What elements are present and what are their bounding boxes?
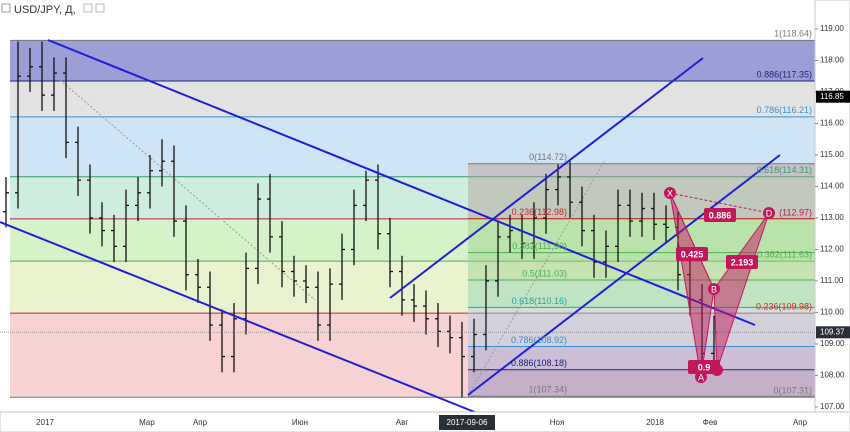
ratio-box [726, 255, 758, 269]
fib-label: 0(114.72) [529, 152, 567, 162]
fib-band [10, 116, 815, 177]
price-marker-label: 109.37 [820, 327, 845, 336]
price-marker-box [816, 326, 850, 339]
price-marker-box [816, 90, 850, 103]
symbol-title: USD/JPY, Д, [14, 4, 76, 16]
y-tick-label: 108.00 [820, 371, 845, 380]
fib-label: 0.618(110.16) [512, 296, 567, 306]
y-tick-label: 113.00 [820, 213, 844, 222]
hide-button[interactable] [83, 3, 93, 13]
fib-label: (112.97) [779, 207, 812, 217]
fib-band [10, 176, 815, 219]
fib-band [468, 280, 815, 308]
pattern-bcd [713, 212, 770, 371]
fib-label: 0.786(108.92) [511, 335, 567, 345]
pattern-point-label: X [667, 188, 673, 198]
y-tick-label: 112.00 [820, 245, 844, 254]
ratio-label: 0.886 [709, 210, 732, 220]
x-tick-label: Фев [703, 418, 718, 427]
pattern-point [763, 207, 775, 219]
ratio-label: 2.193 [731, 257, 754, 267]
x-tick-label: Мар [139, 418, 155, 427]
channel-line [47, 39, 756, 326]
y-tick-label: 111.00 [820, 276, 844, 285]
ratio-box [676, 247, 708, 261]
trend-dotted [59, 79, 316, 301]
fib-band [10, 80, 815, 117]
fib-band [10, 313, 815, 398]
y-tick-label: 109.00 [820, 339, 845, 348]
time-marker-box [439, 415, 495, 430]
fib-band [468, 307, 815, 347]
overlay: 1(118.64) 0.886(117.35) 0.786(116.21) 0.618… [511, 29, 812, 396]
fib-layer [10, 39, 815, 398]
x-tick-label: Апр [193, 418, 208, 427]
x-tick-label: Апр [793, 418, 808, 427]
ratio-label: 0.9 [698, 362, 711, 372]
pattern-point-label: A [698, 372, 704, 382]
fib-label: 0.236(112.98) [512, 207, 567, 217]
pattern-xb [669, 192, 715, 290]
settings-button[interactable] [95, 3, 105, 13]
price-marker-label: 116.85 [820, 92, 844, 101]
fib-band [468, 369, 815, 397]
x-tick-label: Июн [292, 418, 308, 427]
fib-label: 0.5(111.03) [522, 268, 567, 278]
symbol-icon [1, 3, 11, 13]
y-tick-label: 119.00 [820, 24, 844, 33]
x-tick-label: 2017-09-06 [447, 418, 488, 427]
pattern-point [708, 283, 720, 295]
fib-label: 0(107.31) [773, 386, 812, 396]
y-tick-label: 116.00 [820, 119, 844, 128]
channel-line [389, 57, 704, 299]
fib-label: 0.786(116.21) [757, 105, 812, 115]
fib-band [468, 346, 815, 370]
price-axis [814, 0, 850, 413]
fib-label: 1(107.34) [528, 385, 567, 395]
pattern-point-label: B [711, 284, 717, 294]
fib-label: 0.236(109.98) [756, 301, 812, 311]
pattern-point-label: D [766, 208, 773, 218]
x-tick-label: 2018 [646, 418, 664, 427]
fib-label: 1(118.64) [774, 29, 812, 39]
y-tick-label: 115.00 [820, 150, 844, 159]
axes: 107.00 108.00 109.00 110.00 111.00 112.00 113.… [36, 24, 850, 430]
x-tick-label: Ноя [550, 418, 565, 427]
x-tick-label: 2017 [36, 418, 54, 427]
pattern-point [664, 187, 676, 199]
channel-line [467, 154, 781, 396]
fib-label: 0.886(108.18) [511, 358, 567, 368]
fib-label: 0.618(114.31) [757, 165, 812, 175]
y-tick-label: 107.00 [820, 402, 845, 411]
time-axis [0, 411, 850, 432]
y-tick-label: 114.00 [820, 182, 844, 191]
channels [0, 39, 781, 418]
ratio-box [688, 360, 720, 374]
fib-label: 0.382(111.63) [757, 249, 812, 259]
harmonic-pattern [669, 192, 770, 378]
y-tick-label: 118.00 [820, 56, 844, 65]
drawings [59, 79, 606, 393]
ratio-box [704, 208, 736, 222]
fib-band [10, 261, 815, 314]
channel-line [0, 221, 488, 418]
ratio-label: 0.425 [681, 249, 704, 259]
trend-dotted [469, 159, 606, 393]
x-tick-label: Авг [396, 418, 409, 427]
fib-band [10, 40, 815, 81]
pattern-xd [669, 192, 770, 214]
y-tick-label: 110.00 [820, 308, 844, 317]
fib-label: 0.382(111.90) [512, 241, 567, 251]
fib-label: 0.886(117.35) [757, 69, 812, 79]
